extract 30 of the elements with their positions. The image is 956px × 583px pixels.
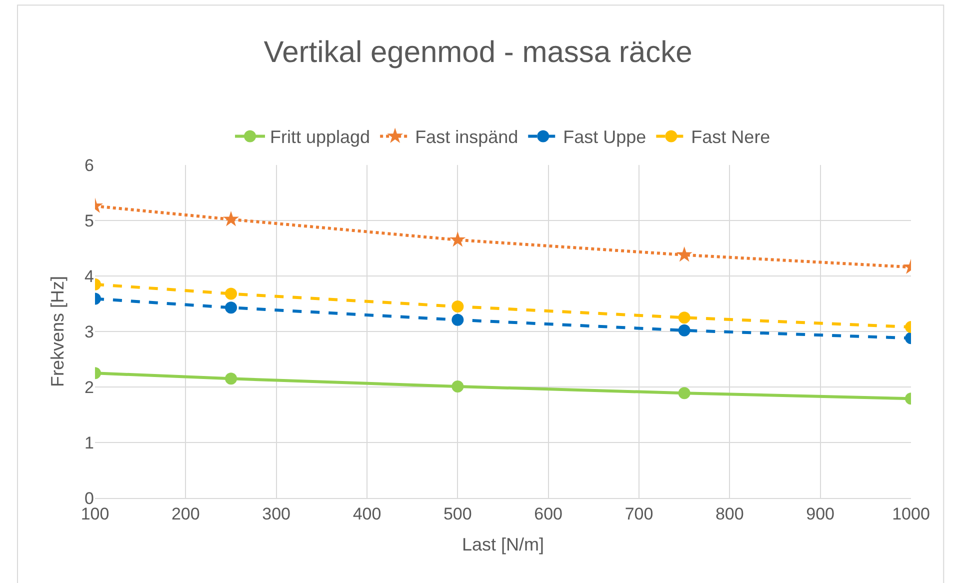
x-tick-label: 200 — [171, 504, 200, 524]
point — [452, 314, 464, 326]
x-tick-label: 300 — [262, 504, 291, 524]
point — [678, 387, 690, 400]
x-tick-label: 1000 — [892, 504, 930, 524]
x-tick-label: 700 — [624, 504, 654, 524]
y-tick-label: 2 — [84, 378, 94, 397]
chart-title: Vertikal egenmod - massa räcke — [264, 36, 692, 69]
y-tick-label: 3 — [84, 322, 94, 342]
x-tick-label: 900 — [806, 504, 835, 524]
y-tick-label: 6 — [84, 156, 94, 175]
legend-label: Fast Nere — [691, 127, 770, 148]
point — [452, 380, 464, 392]
y-tick-label: 1 — [84, 433, 94, 452]
point — [678, 324, 690, 336]
y-tick-label: 4 — [84, 266, 94, 286]
x-axis-title: Last [N/m] — [462, 534, 544, 554]
point — [450, 232, 466, 247]
x-tick-label: 500 — [443, 504, 472, 524]
point — [676, 246, 692, 262]
legend-label: Fast inspänd — [415, 127, 518, 148]
point — [452, 300, 464, 313]
x-tick-label: 800 — [715, 504, 744, 524]
x-tick-label: 600 — [534, 504, 563, 524]
legend-label: Fast Uppe — [563, 127, 646, 148]
point — [678, 312, 690, 324]
y-axis-title: Frekvens [Hz] — [48, 276, 68, 388]
y-tick-label: 5 — [84, 211, 94, 230]
x-tick-label: 400 — [352, 504, 382, 524]
legend-label: Fritt upplagd — [270, 127, 370, 148]
